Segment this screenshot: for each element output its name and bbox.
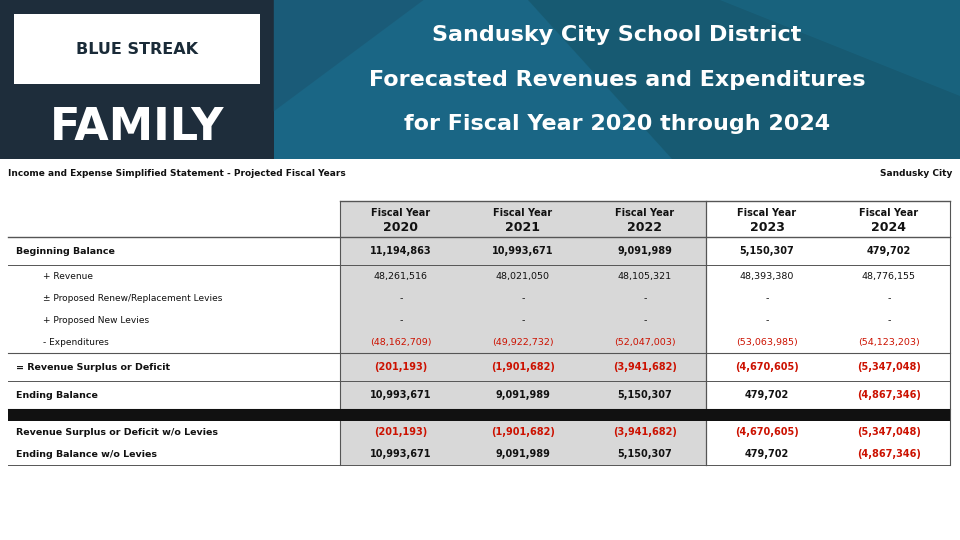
Polygon shape: [720, 0, 960, 96]
Text: -: -: [643, 294, 647, 303]
Text: 48,105,321: 48,105,321: [618, 272, 672, 281]
Text: 48,776,155: 48,776,155: [862, 272, 916, 281]
Text: (5,347,048): (5,347,048): [857, 362, 921, 372]
Text: 5,150,307: 5,150,307: [739, 246, 794, 256]
Text: 2023: 2023: [750, 221, 784, 234]
Text: (1,901,682): (1,901,682): [492, 427, 555, 437]
Text: (4,867,346): (4,867,346): [857, 390, 921, 400]
Text: -: -: [887, 316, 891, 325]
Text: 48,393,380: 48,393,380: [740, 272, 794, 281]
Text: (4,670,605): (4,670,605): [735, 362, 799, 372]
Bar: [274, 0, 960, 159]
Text: (49,922,732): (49,922,732): [492, 338, 554, 347]
Text: -: -: [765, 316, 769, 325]
Text: ± Proposed Renew/Replacement Levies: ± Proposed Renew/Replacement Levies: [43, 294, 223, 303]
Text: Ending Balance: Ending Balance: [16, 391, 98, 400]
Text: (201,193): (201,193): [374, 362, 427, 372]
Text: 5,150,307: 5,150,307: [617, 390, 672, 400]
Bar: [584, 201, 706, 465]
Text: (48,162,709): (48,162,709): [371, 338, 432, 347]
Text: 2020: 2020: [383, 221, 419, 234]
Text: Revenue Surplus or Deficit w/o Levies: Revenue Surplus or Deficit w/o Levies: [16, 428, 218, 437]
Text: FAMILY: FAMILY: [50, 106, 224, 149]
Text: -: -: [521, 294, 525, 303]
Text: + Proposed New Levies: + Proposed New Levies: [43, 316, 149, 325]
Text: Fiscal Year: Fiscal Year: [615, 208, 675, 218]
Text: BLUE STREAK: BLUE STREAK: [76, 42, 198, 57]
Text: (4,867,346): (4,867,346): [857, 449, 921, 460]
Text: (3,941,682): (3,941,682): [613, 427, 677, 437]
Text: (53,063,985): (53,063,985): [736, 338, 798, 347]
Text: (52,047,003): (52,047,003): [614, 338, 676, 347]
Text: Ending Balance w/o Levies: Ending Balance w/o Levies: [16, 450, 157, 459]
Text: 5,150,307: 5,150,307: [617, 449, 672, 460]
Text: (4,670,605): (4,670,605): [735, 427, 799, 437]
Text: + Revenue: + Revenue: [43, 272, 93, 281]
Bar: [462, 201, 584, 465]
Bar: [14, 15, 259, 84]
Text: 479,702: 479,702: [745, 390, 789, 400]
Polygon shape: [528, 0, 960, 159]
Text: (3,941,682): (3,941,682): [613, 362, 677, 372]
Bar: [8, 409, 950, 421]
Text: 9,091,989: 9,091,989: [495, 390, 550, 400]
Text: 10,993,671: 10,993,671: [371, 449, 432, 460]
Text: 48,261,516: 48,261,516: [374, 272, 428, 281]
Text: Fiscal Year: Fiscal Year: [737, 208, 797, 218]
Text: for Fiscal Year 2020 through 2024: for Fiscal Year 2020 through 2024: [404, 114, 829, 134]
Text: 2024: 2024: [872, 221, 906, 234]
Text: Income and Expense Simplified Statement - Projected Fiscal Years: Income and Expense Simplified Statement …: [8, 170, 346, 178]
Text: (201,193): (201,193): [374, 427, 427, 437]
Text: 10,993,671: 10,993,671: [492, 246, 554, 256]
Text: 11,194,863: 11,194,863: [371, 246, 432, 256]
Text: (54,123,203): (54,123,203): [858, 338, 920, 347]
Text: 2022: 2022: [628, 221, 662, 234]
Text: (1,901,682): (1,901,682): [492, 362, 555, 372]
Polygon shape: [274, 0, 423, 111]
Text: -: -: [399, 294, 402, 303]
Text: -: -: [643, 316, 647, 325]
Bar: [340, 201, 462, 465]
Text: Fiscal Year: Fiscal Year: [493, 208, 553, 218]
Text: 2021: 2021: [506, 221, 540, 234]
Text: -: -: [887, 294, 891, 303]
Text: Forecasted Revenues and Expenditures: Forecasted Revenues and Expenditures: [369, 70, 865, 90]
Text: Sandusky City School District: Sandusky City School District: [432, 25, 802, 45]
Text: 10,993,671: 10,993,671: [371, 390, 432, 400]
Text: - Expenditures: - Expenditures: [43, 338, 108, 347]
Text: 9,091,989: 9,091,989: [617, 246, 672, 256]
Text: 9,091,989: 9,091,989: [495, 449, 550, 460]
Text: Fiscal Year: Fiscal Year: [859, 208, 919, 218]
Text: -: -: [521, 316, 525, 325]
Text: 479,702: 479,702: [867, 246, 911, 256]
Text: -: -: [399, 316, 402, 325]
Text: Sandusky City: Sandusky City: [879, 170, 952, 178]
Text: Fiscal Year: Fiscal Year: [372, 208, 431, 218]
Text: Beginning Balance: Beginning Balance: [16, 247, 115, 256]
Text: 479,702: 479,702: [745, 449, 789, 460]
Text: 48,021,050: 48,021,050: [496, 272, 550, 281]
Text: (5,347,048): (5,347,048): [857, 427, 921, 437]
Text: -: -: [765, 294, 769, 303]
Text: = Revenue Surplus or Deficit: = Revenue Surplus or Deficit: [16, 363, 170, 372]
